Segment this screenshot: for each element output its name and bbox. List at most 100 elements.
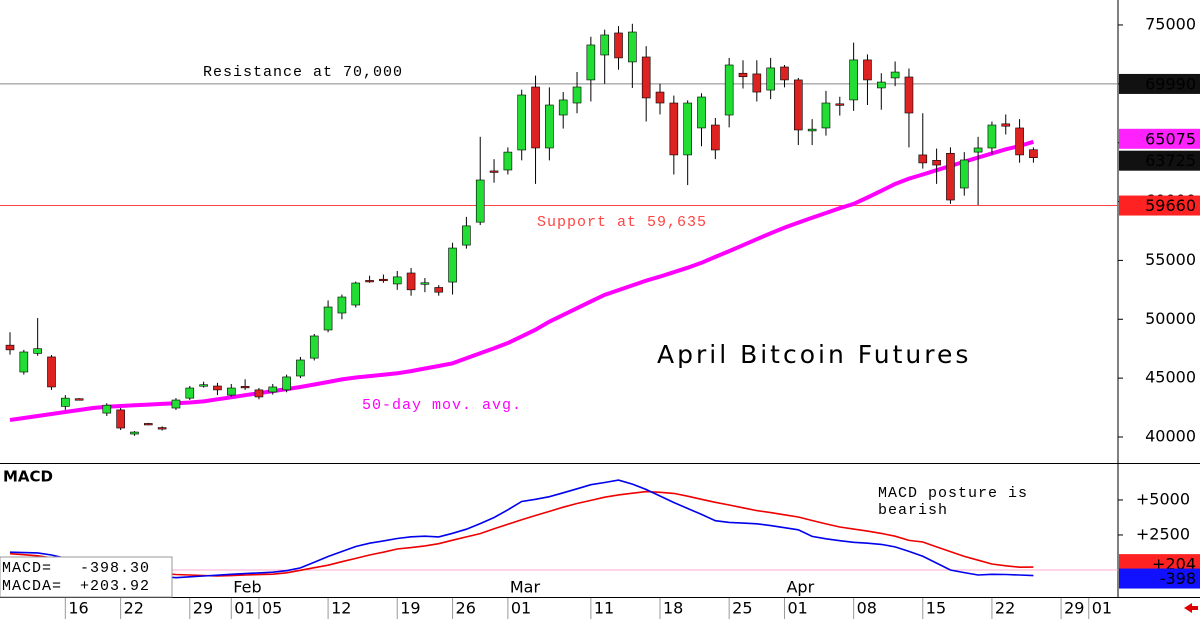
- candle-body: [946, 152, 955, 201]
- candle-body: [309, 335, 319, 359]
- candle-body: [959, 159, 969, 189]
- last-tag: 63725: [1145, 151, 1196, 170]
- candle-body: [365, 280, 374, 283]
- x-tick-label: 18: [663, 599, 683, 618]
- moving-average: [9, 139, 1034, 422]
- macd-line: [9, 490, 1034, 577]
- candle-body: [711, 124, 720, 151]
- candle-body: [586, 44, 596, 81]
- candle-body: [904, 76, 914, 114]
- candle-body: [807, 128, 817, 132]
- candle-body: [351, 282, 361, 306]
- x-tick-label: 16: [68, 599, 88, 618]
- candle-body: [296, 359, 305, 377]
- candle-body: [738, 72, 748, 78]
- candle-body: [157, 427, 167, 430]
- candle-body: [462, 225, 471, 246]
- candle-body: [545, 104, 554, 149]
- readout-label: MACD=: [2, 560, 52, 577]
- y-tick-label: 40000: [1145, 426, 1196, 445]
- candle-body: [752, 73, 762, 93]
- candle-body: [61, 397, 70, 407]
- support-label: Support at 59,635: [537, 214, 707, 231]
- last-tag-box: [1119, 150, 1200, 171]
- candle-body: [641, 56, 651, 99]
- candle-body: [780, 66, 789, 81]
- y-tick-label: 45000: [1145, 368, 1196, 387]
- y-tick-label: +5000: [1136, 489, 1190, 508]
- candle-body: [572, 86, 582, 104]
- candle-body: [74, 398, 84, 401]
- x-tick-label: 19: [400, 599, 420, 618]
- candle-body: [448, 247, 457, 283]
- candle-body: [794, 79, 803, 131]
- candle-body: [600, 34, 609, 56]
- candle-body: [669, 102, 679, 156]
- candle-body: [503, 151, 513, 171]
- candle-body: [213, 385, 222, 391]
- chart-title: April Bitcoin Futures: [657, 340, 971, 369]
- month-label: Apr: [786, 578, 814, 597]
- candle-body: [185, 387, 195, 399]
- x-tick-label: 01: [1092, 599, 1112, 618]
- candle-body: [987, 124, 997, 149]
- ma-label: 50-day mov. avg.: [362, 397, 522, 414]
- candle-body: [614, 32, 623, 59]
- x-tick-label: 25: [732, 599, 752, 618]
- ma-tag-box: [1119, 128, 1200, 149]
- x-tick-label: 05: [262, 599, 282, 618]
- y-tick-label: 55000: [1145, 250, 1196, 269]
- candle-body: [323, 306, 333, 331]
- resistance-label: Resistance at 70,000: [203, 64, 403, 81]
- candle-body: [379, 278, 388, 282]
- candle-body: [724, 64, 734, 116]
- resistance-tag: 69990: [1145, 74, 1196, 93]
- y-tick-label: 50000: [1145, 309, 1196, 328]
- readout-box: [0, 556, 173, 598]
- candle-body: [240, 386, 250, 389]
- candle-body: [489, 170, 499, 173]
- candle-body: [392, 276, 402, 285]
- candle-body: [918, 154, 928, 164]
- candle-body: [33, 348, 42, 354]
- macd-tag: -398: [1160, 569, 1196, 588]
- readout-value: -398.30: [80, 560, 150, 577]
- candle-body: [199, 384, 208, 387]
- candle-body: [1029, 149, 1038, 158]
- support-tag: 59660: [1145, 196, 1196, 215]
- x-tick-label: 08: [857, 599, 877, 618]
- candle-body: [1001, 123, 1011, 127]
- scroll-arrow[interactable]: [1184, 603, 1198, 613]
- candle-body: [558, 99, 568, 116]
- candle-body: [876, 81, 886, 89]
- candle-body: [5, 344, 15, 351]
- candle-body: [47, 356, 56, 388]
- x-tick-label: 29: [193, 599, 213, 618]
- candle-body: [475, 179, 485, 223]
- macd-note: bearish: [878, 502, 948, 519]
- x-tick-label: 29: [1064, 599, 1084, 618]
- candle-body: [144, 423, 153, 426]
- candle-body: [282, 376, 291, 391]
- candle-body: [130, 431, 139, 435]
- candle-body: [102, 404, 112, 414]
- candle-body: [863, 59, 872, 81]
- month-label: Mar: [510, 578, 541, 597]
- candle-body: [766, 67, 775, 91]
- macd-note: MACD posture is: [878, 485, 1028, 502]
- readout-label: MACDA=: [2, 578, 62, 595]
- x-tick-label: 22: [124, 599, 144, 618]
- y-tick-label: +2500: [1136, 524, 1190, 543]
- candle-body: [517, 94, 527, 151]
- readout-value: +203.92: [80, 578, 150, 595]
- ma-tag: 65075: [1145, 129, 1196, 148]
- x-tick-label: 01: [234, 599, 254, 618]
- candle-body: [337, 296, 347, 314]
- candle-body: [19, 351, 29, 373]
- support-tag-box: [1119, 195, 1200, 216]
- candle-body: [697, 96, 706, 129]
- x-tick-label: 26: [456, 599, 476, 618]
- candle-body: [1015, 127, 1024, 156]
- x-tick-label: 15: [926, 599, 946, 618]
- candle-body: [268, 386, 278, 393]
